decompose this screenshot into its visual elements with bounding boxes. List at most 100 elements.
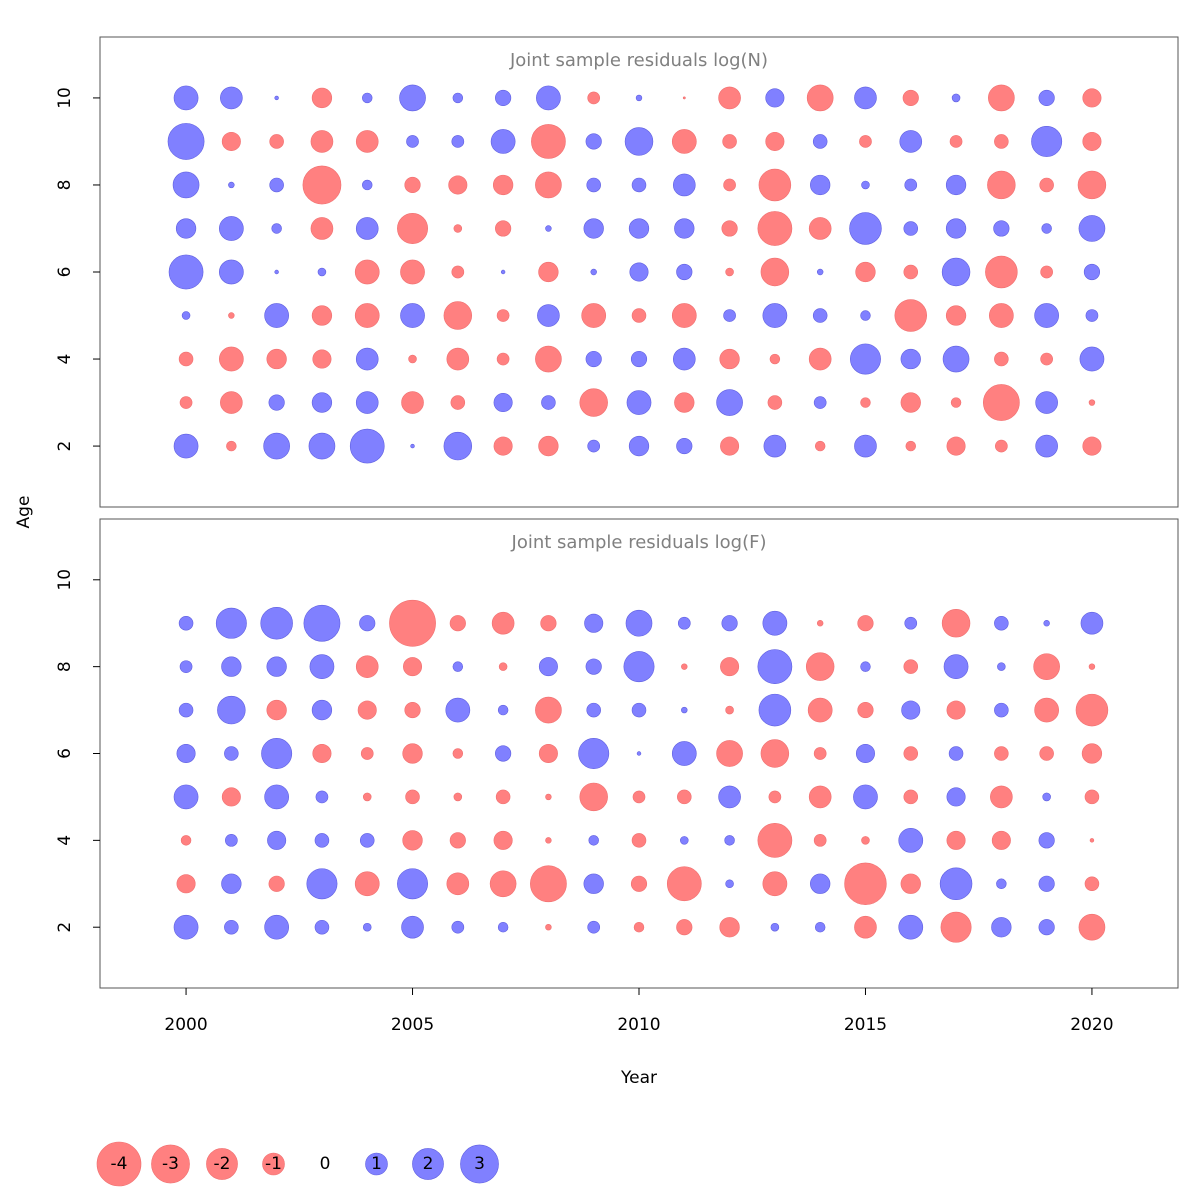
bubble [269, 177, 284, 193]
bubble [355, 347, 379, 371]
bubble [399, 84, 426, 112]
bubble [219, 346, 244, 372]
bubble [985, 255, 1018, 289]
bubble [902, 89, 919, 107]
bubble [354, 871, 380, 897]
bubble [490, 129, 516, 154]
bubble [720, 657, 740, 677]
bubble [723, 178, 736, 192]
bubble [493, 436, 513, 456]
bubble [404, 176, 421, 194]
bubble [725, 267, 734, 277]
bubble [674, 392, 695, 413]
bubble [1042, 792, 1051, 802]
bubble [725, 705, 734, 715]
bubble [767, 395, 783, 410]
bubble [266, 348, 287, 370]
bubble [226, 440, 237, 452]
legend-bubble [206, 1148, 238, 1180]
bubble [545, 923, 552, 931]
bubble [449, 832, 466, 849]
bubble [623, 651, 655, 683]
bubble [180, 835, 192, 846]
bubble [991, 917, 1012, 938]
bubble [446, 872, 470, 896]
bubble [215, 607, 247, 639]
bubble [808, 217, 832, 240]
bubble [628, 435, 650, 457]
bubble [722, 134, 737, 149]
bubble [1080, 611, 1104, 635]
bubble [631, 833, 647, 848]
bubble [585, 658, 602, 675]
bubble [306, 868, 338, 900]
bubble [538, 261, 559, 283]
bubble [1031, 125, 1063, 157]
bubble [624, 127, 654, 156]
bubble [813, 396, 827, 409]
bubble [635, 94, 643, 102]
bubble [854, 915, 877, 939]
bubble [312, 349, 332, 369]
bubble [816, 268, 824, 276]
legend-label: 1 [371, 1154, 382, 1174]
bubble [628, 218, 650, 239]
bubble [1039, 746, 1054, 761]
bubble [719, 917, 740, 938]
bubble [545, 793, 552, 801]
bubble [451, 265, 465, 279]
bubble [540, 615, 557, 632]
bubble [403, 657, 423, 677]
bubble [355, 655, 379, 678]
bubble [631, 702, 647, 718]
bubble [757, 211, 793, 246]
bubble [676, 437, 693, 455]
bubble [583, 873, 604, 894]
bubble [449, 615, 466, 632]
bubble [904, 616, 918, 630]
bubble [1088, 399, 1096, 406]
bubble [538, 743, 558, 764]
bubble [269, 134, 284, 149]
bubble [757, 823, 793, 858]
bubble [587, 920, 601, 934]
bubble [859, 135, 872, 148]
bubble [1084, 789, 1100, 805]
bubble [446, 347, 470, 371]
bubble [405, 789, 420, 805]
bubble [535, 696, 562, 724]
bubble [671, 129, 697, 154]
bubble [946, 436, 966, 456]
legend-label: -3 [162, 1154, 179, 1174]
bubble [530, 865, 567, 903]
bubble [359, 833, 375, 848]
bubble [1085, 309, 1099, 322]
bubble [630, 875, 648, 892]
bubble [537, 304, 560, 327]
bubble [1082, 88, 1102, 108]
bubble [903, 659, 919, 674]
bubble [311, 392, 333, 413]
bubble [982, 384, 1020, 421]
bubble [225, 834, 238, 847]
bubble [310, 130, 334, 153]
bubble [1078, 215, 1106, 242]
bubble [578, 738, 610, 769]
bubble [814, 440, 826, 452]
bubble [672, 347, 696, 371]
bubble [453, 792, 463, 802]
bubble [991, 830, 1011, 850]
bubble [308, 432, 336, 460]
bubble [945, 218, 967, 239]
bubble [176, 743, 196, 764]
bubble [631, 177, 647, 193]
bubble [221, 131, 241, 151]
bubble [674, 218, 695, 239]
bubble [812, 308, 828, 323]
bubble [997, 662, 1006, 671]
bubble [274, 95, 279, 101]
bubble [228, 312, 235, 319]
bubble [905, 440, 916, 452]
bubble [806, 84, 834, 112]
bubble [816, 620, 824, 627]
